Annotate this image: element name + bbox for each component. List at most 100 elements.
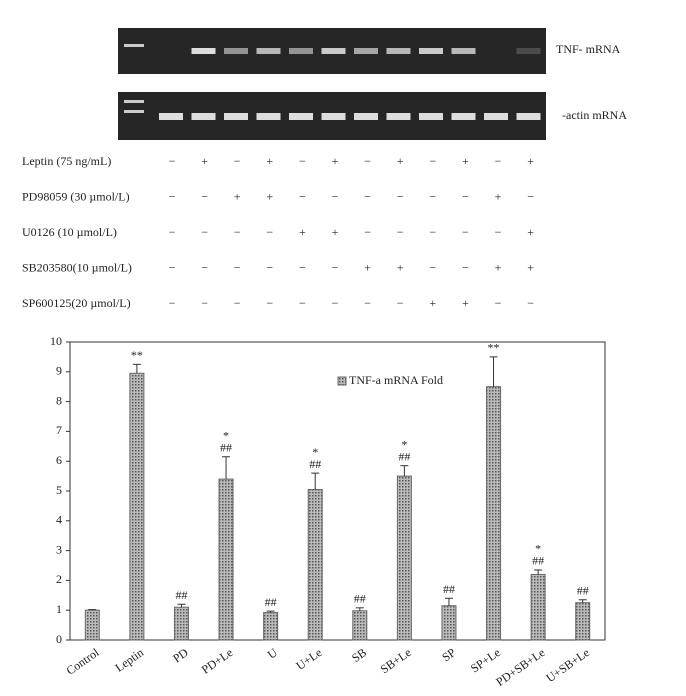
treatment-sign: + — [397, 154, 404, 168]
band — [354, 113, 378, 120]
treatment-sign: − — [429, 189, 436, 203]
treatment-sign: − — [266, 260, 273, 274]
treatment-label: PD98059 (30 µmol/L) — [22, 189, 130, 203]
x-tick-label: PD — [170, 645, 191, 665]
plot-frame — [70, 342, 605, 640]
treatment-sign: + — [462, 154, 469, 168]
treatment-sign: + — [332, 154, 339, 168]
treatment-sign: + — [201, 154, 208, 168]
band — [289, 48, 313, 54]
x-tick-label: SB — [349, 645, 369, 665]
treatment-sign: − — [527, 296, 534, 310]
treatment-sign: − — [364, 225, 371, 239]
x-tick-label: SP — [439, 645, 458, 664]
bar — [442, 606, 456, 640]
band — [322, 113, 346, 120]
bar — [264, 613, 278, 640]
treatment-label: SB203580(10 µmol/L) — [22, 260, 132, 274]
legend-label: TNF-a mRNA Fold — [349, 373, 443, 387]
x-tick-label: Control — [64, 645, 103, 678]
y-tick-label: 6 — [56, 453, 62, 467]
treatment-sign: − — [169, 189, 176, 203]
bar — [130, 373, 144, 640]
bar — [353, 611, 367, 640]
treatment-sign: − — [364, 189, 371, 203]
significance: ## — [265, 595, 277, 609]
treatment-sign: − — [299, 260, 306, 274]
treatment-sign: + — [495, 260, 502, 274]
treatment-sign: − — [364, 296, 371, 310]
band — [452, 48, 476, 54]
treatment-label: U0126 (10 µmol/L) — [22, 225, 117, 239]
band — [452, 113, 476, 120]
treatment-sign: + — [299, 225, 306, 239]
treatment-label: SP600125(20 µmol/L) — [22, 296, 131, 310]
x-tick-label: U+SB+Le — [543, 645, 592, 685]
treatment-sign: − — [332, 296, 339, 310]
treatment-sign: − — [169, 225, 176, 239]
treatment-sign: − — [397, 189, 404, 203]
legend-swatch — [338, 377, 346, 385]
treatment-sign: − — [201, 260, 208, 274]
treatment-sign: − — [527, 189, 534, 203]
y-tick-label: 8 — [56, 393, 62, 407]
band — [257, 113, 281, 120]
bar — [531, 574, 545, 640]
treatment-sign: − — [169, 154, 176, 168]
treatment-sign: − — [234, 154, 241, 168]
treatment-sign: + — [527, 154, 534, 168]
bar — [397, 476, 411, 640]
treatment-sign: + — [397, 260, 404, 274]
treatment-sign: − — [234, 225, 241, 239]
treatment-sign: − — [234, 296, 241, 310]
significance: ## — [309, 457, 321, 471]
ladder — [124, 100, 144, 103]
treatment-sign: − — [201, 296, 208, 310]
significance: ## — [443, 582, 455, 596]
band — [419, 48, 443, 54]
treatment-sign: − — [332, 260, 339, 274]
band — [322, 48, 346, 54]
treatment-sign: + — [266, 189, 273, 203]
x-tick-label: PD+Le — [199, 645, 236, 676]
y-tick-label: 5 — [56, 483, 62, 497]
treatment-sign: − — [429, 154, 436, 168]
ladder — [124, 44, 144, 47]
x-tick-label: SB+Le — [378, 645, 414, 676]
band — [517, 113, 541, 120]
bar — [487, 387, 501, 640]
bar — [576, 603, 590, 640]
treatment-sign: − — [169, 260, 176, 274]
bar — [85, 610, 99, 640]
ladder — [124, 110, 144, 113]
significance: ## — [577, 584, 589, 598]
band — [484, 113, 508, 120]
bar — [219, 479, 233, 640]
y-tick-label: 7 — [56, 423, 62, 437]
y-tick-label: 3 — [56, 542, 62, 556]
treatment-sign: + — [462, 296, 469, 310]
y-tick-label: 10 — [50, 334, 62, 348]
band — [224, 113, 248, 120]
treatment-sign: − — [462, 189, 469, 203]
treatment-sign: − — [266, 296, 273, 310]
treatment-sign: − — [397, 296, 404, 310]
treatment-sign: + — [527, 260, 534, 274]
y-tick-label: 0 — [56, 632, 62, 646]
band — [192, 113, 216, 120]
treatment-sign: − — [462, 260, 469, 274]
band — [387, 48, 411, 54]
band — [387, 113, 411, 120]
treatment-sign: − — [429, 225, 436, 239]
band — [517, 48, 541, 54]
band — [257, 48, 281, 54]
treatment-sign: + — [527, 225, 534, 239]
x-tick-label: SP+Le — [468, 645, 503, 675]
treatment-sign: + — [495, 189, 502, 203]
band — [192, 48, 216, 54]
treatment-sign: − — [397, 225, 404, 239]
treatment-sign: − — [332, 189, 339, 203]
treatment-sign: − — [234, 260, 241, 274]
band — [159, 113, 183, 120]
treatment-sign: + — [234, 189, 241, 203]
